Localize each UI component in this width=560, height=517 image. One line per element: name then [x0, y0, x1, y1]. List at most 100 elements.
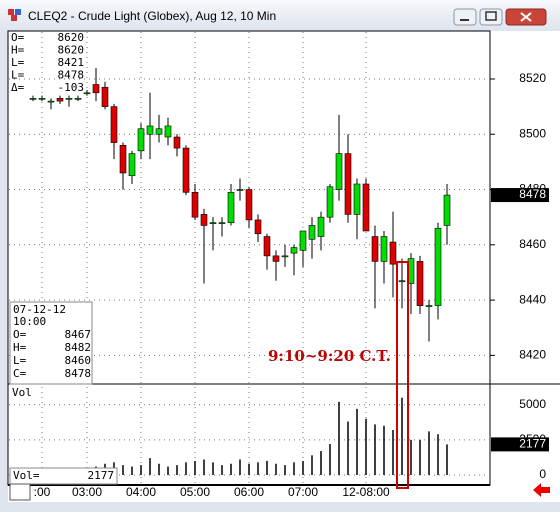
candle-body [371, 236, 379, 262]
ohlc-label: O= [11, 31, 25, 44]
x-tick-label: 06:00 [234, 485, 264, 499]
y-tick-label: 8440 [519, 292, 546, 306]
candle-body [182, 147, 190, 193]
bar-box [9, 301, 93, 385]
ohlc-label: H= [11, 44, 25, 57]
candle-body [137, 128, 145, 152]
bar-value: 8467 [65, 328, 92, 341]
candle-body [272, 255, 280, 262]
candle-body [434, 227, 442, 306]
candle-body [335, 153, 343, 190]
y-tick-label: 8420 [519, 348, 546, 362]
bar-label: C= [13, 367, 27, 380]
ohlc-value: 8478 [58, 69, 85, 82]
ohlc-label: L= [11, 69, 25, 82]
ohlc-value: 8620 [58, 44, 85, 57]
candle-body [92, 84, 100, 94]
annotation: 9:10~9:20 C.T. [268, 347, 391, 365]
ohlc-value: 8620 [58, 31, 85, 44]
candle-body [326, 186, 334, 218]
bar-time: 10:00 [13, 315, 46, 328]
x-tick-label: 12-08:00 [342, 485, 390, 499]
x-tick-label: 04:00 [126, 485, 156, 499]
ohlc-label: L= [11, 56, 25, 69]
x-tick-label: :00 [34, 485, 51, 499]
bar-value: 8478 [65, 367, 92, 380]
candle-body [83, 92, 91, 95]
candle-body [425, 305, 433, 307]
highlight-box [396, 261, 409, 489]
x-tick-label: 03:00 [72, 485, 102, 499]
volume-label: Vol [12, 386, 32, 399]
last-price-tag [491, 188, 549, 203]
volume-readout-box [9, 467, 118, 485]
candle-body [227, 191, 235, 224]
bar-label: L= [13, 354, 27, 367]
candle-body [344, 153, 352, 215]
candle-body [218, 222, 226, 225]
candle-body [191, 191, 199, 218]
candle-body [164, 125, 172, 138]
bar-value: 8482 [65, 341, 92, 354]
candle-body [200, 214, 208, 226]
window-title: CLEQ2 - Crude Light (Globex), Aug 12, 10… [28, 9, 276, 23]
candle-body [209, 222, 217, 225]
last-volume-label: 2177 [519, 437, 546, 451]
candle-body [110, 106, 118, 143]
candle-body [299, 230, 307, 251]
candle-body [398, 280, 406, 283]
candle-body [65, 98, 73, 100]
y-tick-label: 8460 [519, 237, 546, 251]
bar-value: 8460 [65, 354, 92, 367]
candle-body [56, 98, 64, 102]
x-tick-label: 05:00 [180, 485, 210, 499]
candle-body [47, 100, 55, 103]
scroll-arrow[interactable] [533, 483, 550, 497]
y-tick-label: 8500 [519, 126, 546, 140]
candle-body [236, 189, 244, 191]
y-tick-label: 8520 [519, 71, 546, 85]
ohlc-label: Δ= [11, 81, 25, 94]
candle-body [74, 98, 82, 100]
candle-body [146, 125, 154, 135]
candle-body [38, 98, 46, 100]
ohlc-value: 8421 [58, 56, 85, 69]
volume-tick-label: 0 [539, 467, 546, 481]
candle-body [173, 136, 181, 149]
candle-body [317, 216, 325, 237]
maximize-button[interactable] [479, 8, 503, 26]
candle-body [353, 183, 361, 215]
bar-date: 07-12-12 [13, 303, 66, 316]
candle-body [416, 261, 424, 306]
chart-area [8, 31, 560, 502]
candle-body [29, 98, 37, 100]
last-volume-tag [491, 437, 549, 452]
last-price-label: 8478 [519, 187, 546, 201]
ohlc-value: -103 [58, 81, 85, 94]
bar-label: O= [13, 328, 27, 341]
candle-body [119, 145, 127, 174]
candle-body [263, 236, 271, 257]
candle-body [380, 236, 388, 262]
bar-label: H= [13, 341, 27, 354]
close-button[interactable] [505, 8, 547, 26]
candle-body [443, 194, 451, 226]
candle-body [128, 153, 136, 177]
candle-body [254, 219, 262, 235]
app-icon [8, 9, 21, 21]
candle-body [155, 128, 163, 135]
candle-body [389, 241, 397, 265]
minimize-button[interactable] [453, 8, 477, 26]
scroll-box[interactable] [9, 483, 31, 501]
candle-body [101, 86, 109, 107]
candle-body [362, 183, 370, 232]
volume-readout-label: Vol= [13, 469, 40, 482]
candle-body [245, 189, 253, 221]
candle-body [308, 225, 316, 240]
volume-tick-label: 5000 [519, 397, 546, 411]
candle-body [281, 255, 289, 258]
candle-body [290, 247, 298, 254]
x-tick-label: 07:00 [288, 485, 318, 499]
volume-readout-value: 2177 [88, 469, 115, 482]
